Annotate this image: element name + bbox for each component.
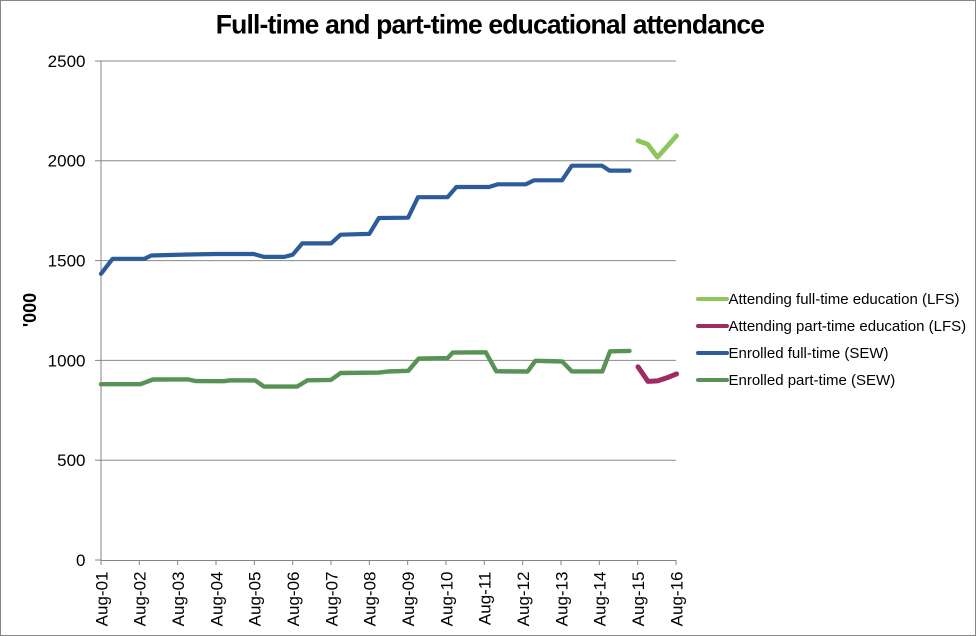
svg-text:Aug-06: Aug-06 (284, 572, 303, 627)
svg-text:Aug-08: Aug-08 (361, 572, 380, 627)
svg-text:Aug-04: Aug-04 (207, 572, 226, 627)
svg-text:Aug-09: Aug-09 (399, 572, 418, 627)
svg-text:Enrolled full-time (SEW): Enrolled full-time (SEW) (729, 345, 889, 362)
svg-text:Aug-13: Aug-13 (552, 572, 571, 627)
svg-text:2000: 2000 (48, 152, 86, 171)
svg-text:Aug-02: Aug-02 (131, 572, 150, 627)
svg-text:Aug-05: Aug-05 (246, 572, 265, 627)
svg-text:0: 0 (76, 551, 85, 570)
svg-text:Aug-01: Aug-01 (92, 572, 111, 627)
svg-text:Full-time and part-time educat: Full-time and part-time educational atte… (216, 10, 765, 40)
svg-text:Aug-10: Aug-10 (437, 572, 456, 627)
svg-text:Aug-14: Aug-14 (591, 572, 610, 627)
svg-text:500: 500 (57, 451, 85, 470)
svg-text:Aug-11: Aug-11 (476, 572, 495, 626)
svg-text:Aug-12: Aug-12 (514, 572, 533, 627)
svg-text:Aug-03: Aug-03 (169, 572, 188, 627)
svg-text:2500: 2500 (48, 52, 86, 71)
svg-text:'000: '000 (20, 293, 40, 327)
svg-text:Attending part-time education: Attending part-time education (LFS) (729, 318, 967, 335)
svg-text:Aug-15: Aug-15 (629, 572, 648, 627)
svg-text:1500: 1500 (48, 252, 86, 271)
svg-text:Enrolled part-time (SEW): Enrolled part-time (SEW) (729, 372, 896, 389)
svg-text:Aug-16: Aug-16 (667, 572, 686, 627)
svg-text:Attending full-time education: Attending full-time education (LFS) (729, 291, 960, 308)
svg-text:Aug-07: Aug-07 (322, 572, 341, 627)
svg-text:1000: 1000 (48, 351, 86, 370)
